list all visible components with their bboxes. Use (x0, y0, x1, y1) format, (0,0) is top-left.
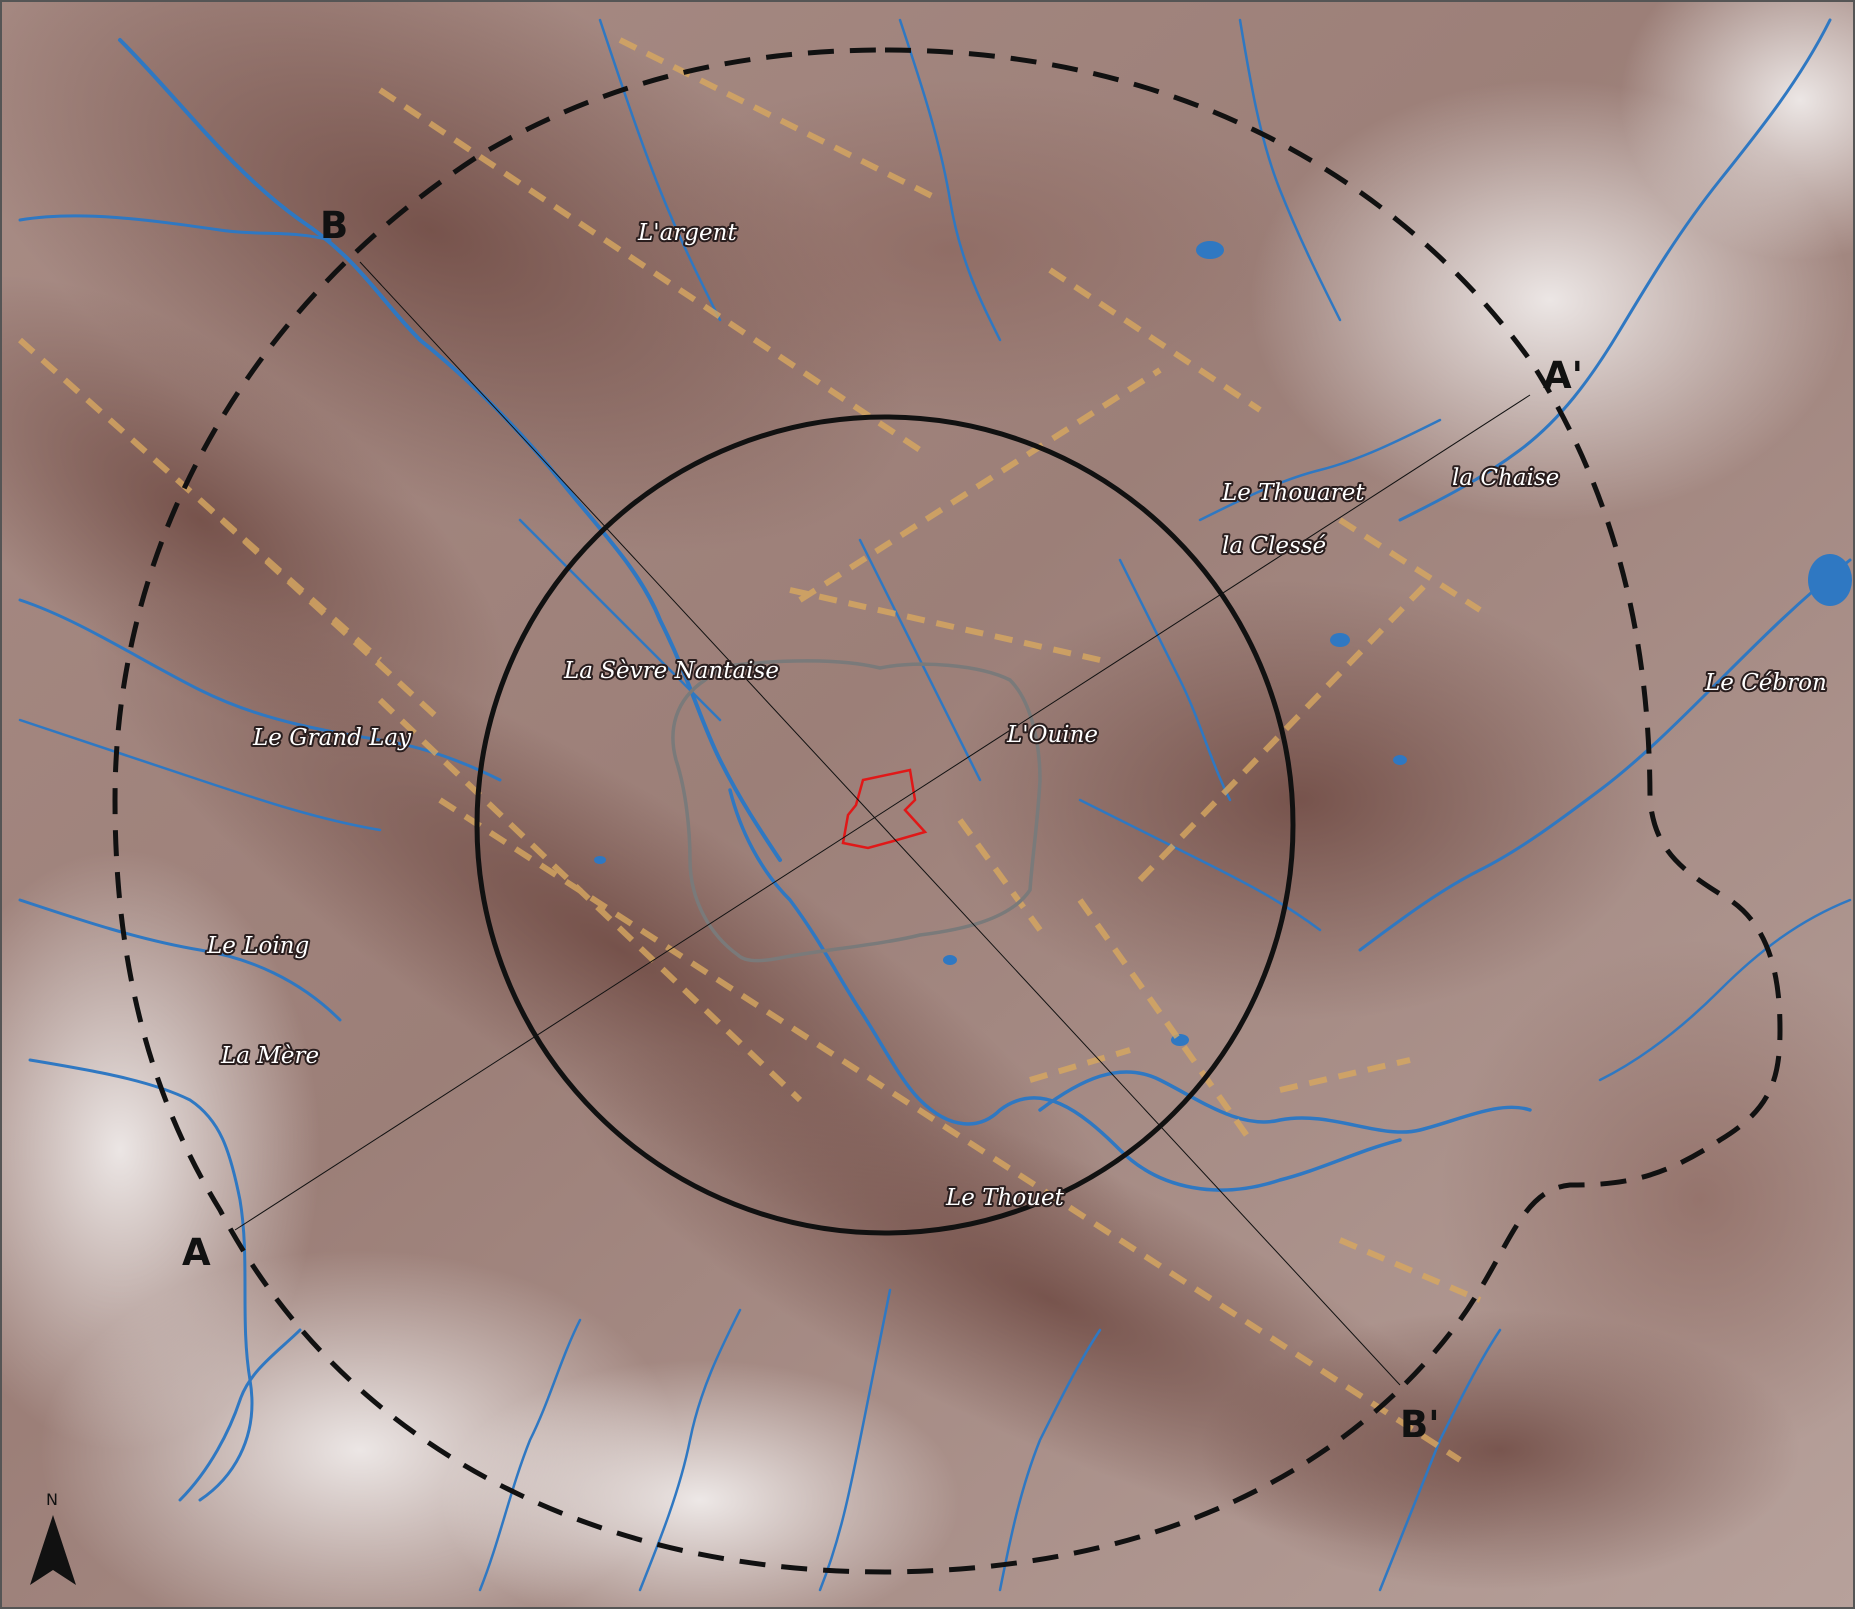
profile-label-a-start: A (182, 1231, 211, 1274)
river-label: Le Cébron (1704, 670, 1827, 696)
profile-label-a-end: A' (1543, 354, 1583, 397)
profile-label-b-end: B' (1400, 1403, 1440, 1446)
river-label: L'argent (637, 220, 737, 246)
river-south-3 (998, 1328, 1102, 1592)
river-label: Le Grand Lay (252, 725, 412, 751)
river-label: Le Thouaret (1221, 480, 1365, 506)
river-west-2 (18, 898, 342, 1022)
river-sevre-nantaise (118, 38, 782, 862)
river-east-2 (1598, 898, 1852, 1082)
river-center-2 (858, 538, 982, 782)
inner-zone-outline (671, 659, 1042, 963)
river-south-5 (478, 1318, 582, 1592)
river-label: Le Thouet (945, 1185, 1065, 1211)
profile-labels: A A' B B' (182, 204, 1583, 1446)
north-arrow-icon (30, 1515, 76, 1585)
river-south-west (178, 1328, 302, 1502)
river-label: la Chaise (1452, 465, 1559, 491)
river-grand-lay (18, 718, 382, 832)
profile-line-a (234, 394, 1531, 1231)
lakes (594, 241, 1852, 1046)
river-label: Le Loing (206, 933, 309, 959)
river-north-west (18, 214, 332, 242)
site-outline (841, 768, 928, 850)
river-cebron (1358, 558, 1852, 952)
river-north-3 (1238, 18, 1342, 322)
river-thouaret (1198, 418, 1442, 522)
river-label: La Mère (220, 1043, 319, 1069)
north-label: N (46, 1490, 58, 1509)
profile-label-b-start: B (320, 204, 348, 247)
river-center-3 (1118, 558, 1232, 802)
river-north-2 (898, 18, 1002, 342)
river-ouine (728, 788, 1402, 1192)
river-network (18, 18, 1852, 1592)
river-south-4 (1378, 1328, 1502, 1592)
fault-lines (18, 37, 1482, 1463)
inner-ring (474, 414, 1296, 1236)
river-label: la Clessé (1222, 533, 1326, 559)
river-label: L'Ouine (1006, 722, 1098, 748)
river-west-3 (28, 1058, 254, 1502)
profile-lines (234, 261, 1531, 1386)
river-center-1 (518, 518, 722, 722)
outer-ring-dashed (112, 47, 1783, 1575)
river-thouet (1038, 1070, 1532, 1134)
river-label: La Sèvre Nantaise (563, 658, 779, 684)
river-north-1 (598, 18, 722, 322)
river-labels: L'argent Le Thouaret la Chaise la Clessé… (204, 218, 1829, 1213)
north-arrow: N (30, 1490, 76, 1585)
river-south-1 (818, 1288, 892, 1592)
profile-line-b (359, 261, 1401, 1386)
river-east-1 (1398, 18, 1832, 522)
